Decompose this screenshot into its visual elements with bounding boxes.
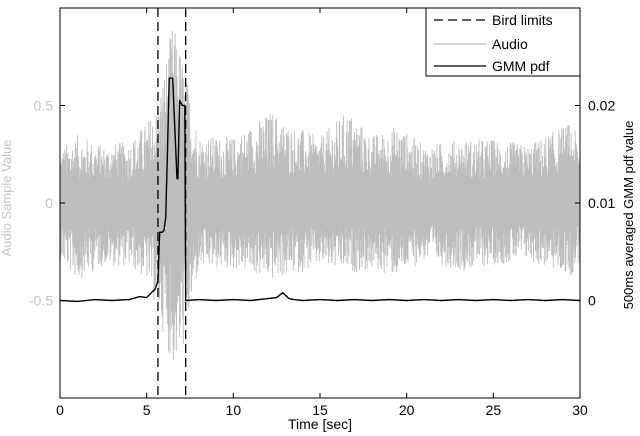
right-y-tick-label: 0 (588, 293, 596, 309)
left-y-tick-label: 0 (45, 195, 53, 211)
left-y-axis-ticks: 0.5 0 -0.5 (29, 98, 65, 309)
left-y-axis-label: Audio Sample Value (0, 140, 14, 257)
right-y-axis-label: 500ms averaged GMM pdf value (621, 121, 636, 310)
x-tick-label: 10 (226, 402, 242, 418)
x-tick-label: 30 (572, 402, 588, 418)
legend-label-gmm-pdf: GMM pdf (492, 58, 550, 74)
x-axis-ticks: 0 5 10 15 20 25 30 (56, 8, 588, 418)
x-tick-label: 5 (143, 402, 151, 418)
legend: Bird limits Audio GMM pdf (425, 7, 581, 77)
x-tick-label: 15 (312, 402, 328, 418)
right-y-tick-label: 0.02 (588, 98, 615, 114)
left-y-tick-label: -0.5 (29, 293, 53, 309)
legend-box (425, 7, 581, 77)
audio-waveform-layer (59, 30, 581, 361)
right-y-tick-label: 0.01 (588, 195, 615, 211)
x-tick-label: 20 (399, 402, 415, 418)
x-axis-label: Time [sec] (288, 416, 352, 432)
right-y-axis-ticks: 0.02 0.01 0 (575, 98, 615, 309)
bird-limits-layer (157, 8, 187, 398)
x-tick-label: 25 (486, 402, 502, 418)
gmm-pdf-series-line (59, 77, 581, 303)
gmm-layer (59, 77, 581, 303)
audio-series-line (59, 30, 581, 361)
legend-label-bird-limits: Bird limits (492, 12, 553, 28)
legend-label-audio: Audio (492, 36, 528, 52)
x-tick-label: 0 (56, 402, 64, 418)
left-y-tick-label: 0.5 (34, 98, 54, 114)
